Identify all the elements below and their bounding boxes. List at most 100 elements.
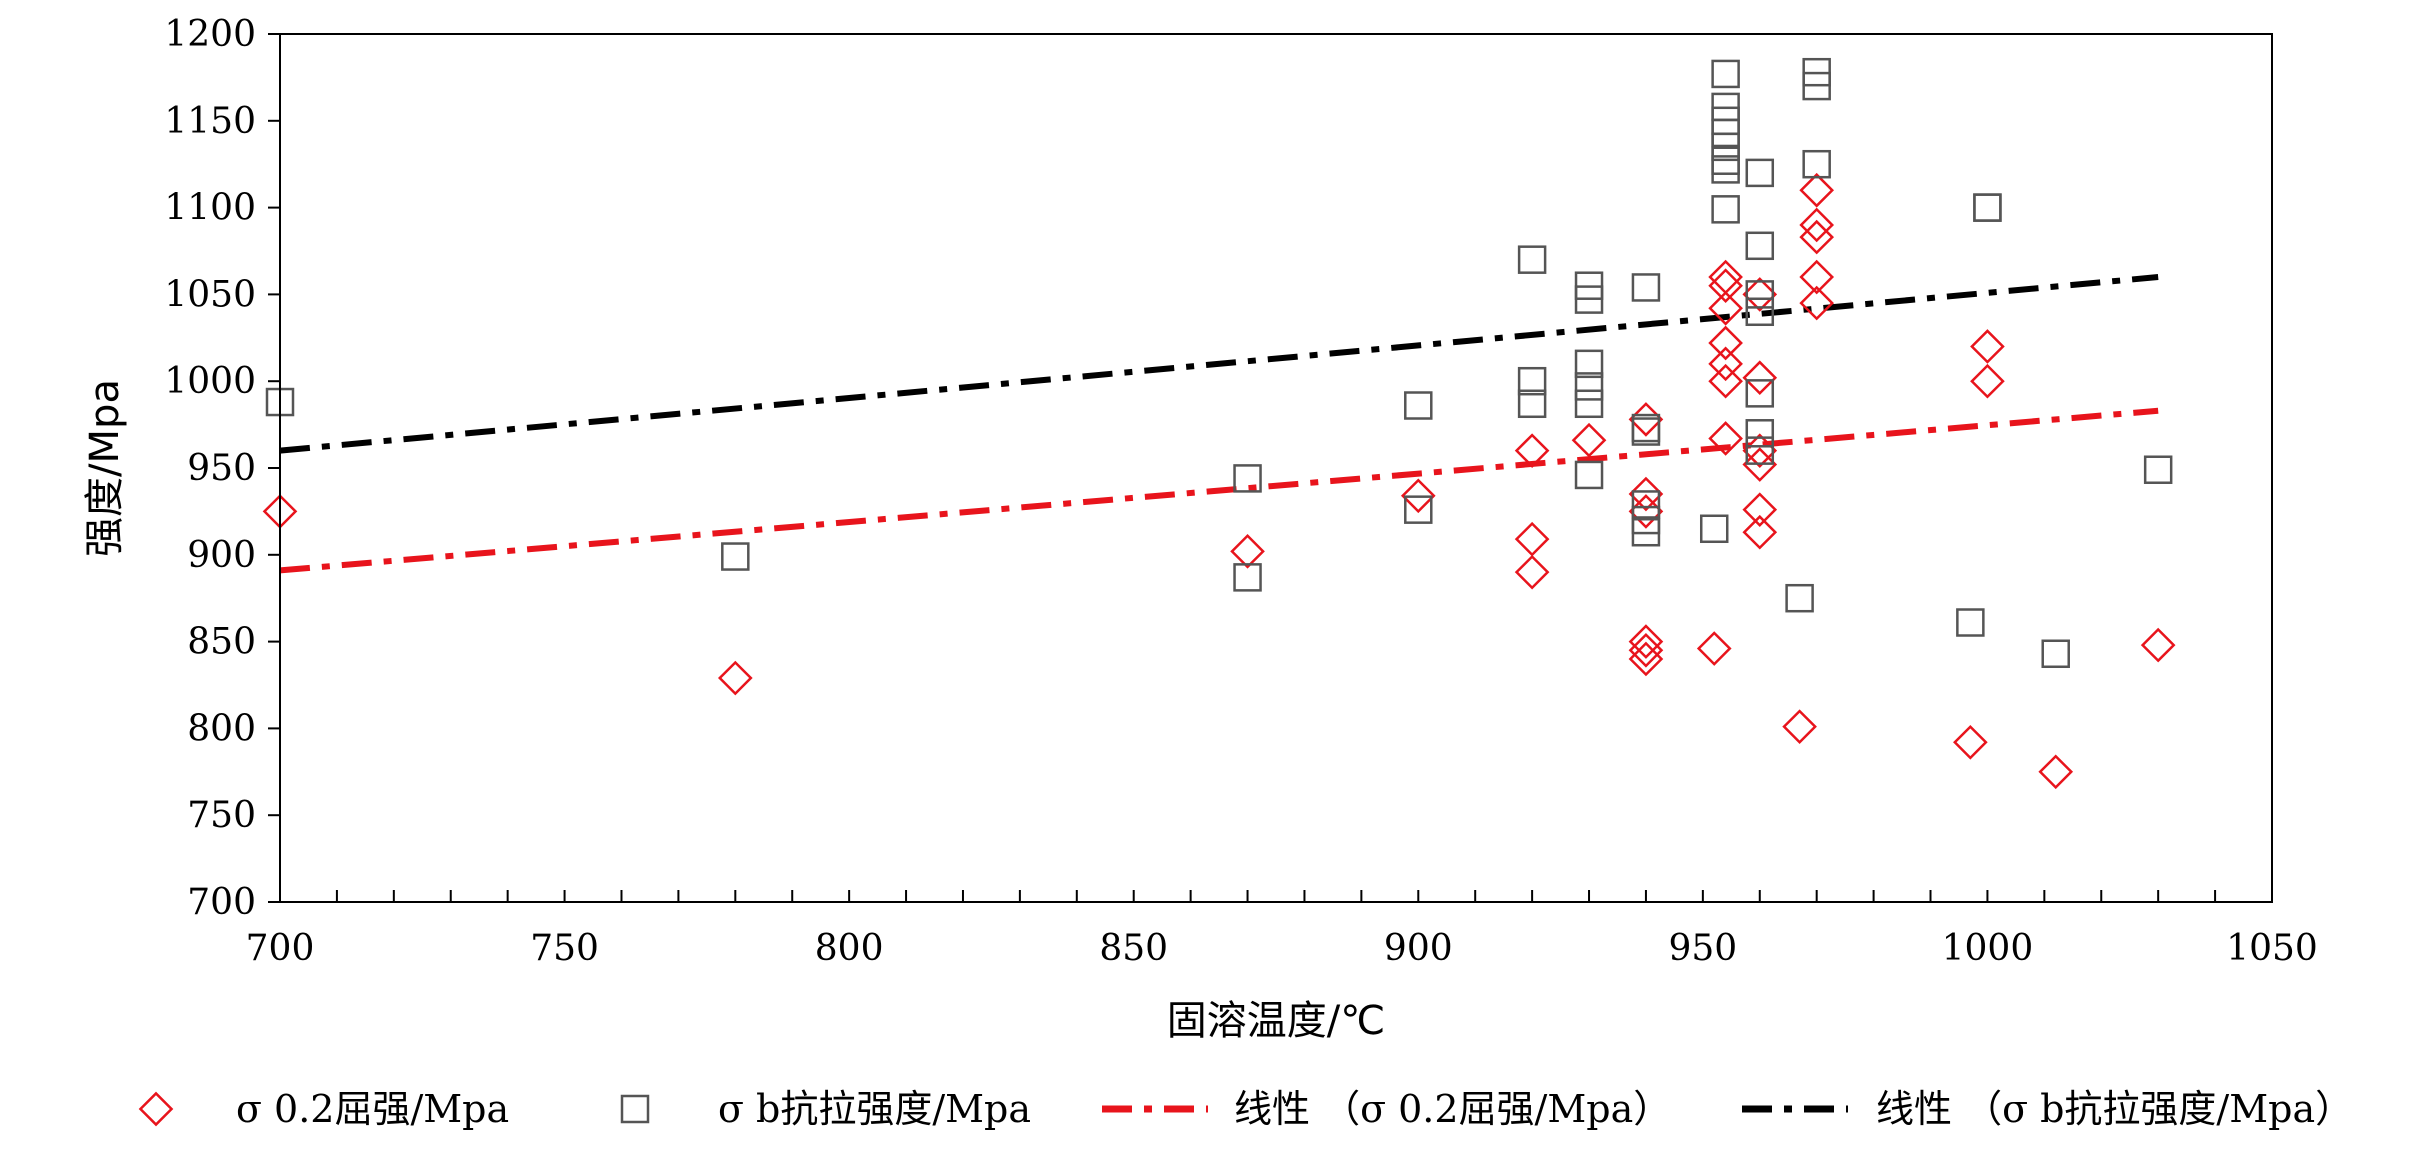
trendline-tensile [279, 274, 2159, 454]
x-tick-label: 800 [815, 928, 884, 969]
yield-point [1708, 325, 1743, 361]
yield-point [1708, 421, 1743, 456]
yield-point [1799, 285, 1835, 321]
yield-point [1708, 290, 1743, 326]
yield-point [1708, 363, 1743, 399]
legend-label-tensile: σ b抗拉强度/Mpa [718, 1087, 1031, 1131]
y-tick-label: 1200 [164, 14, 256, 55]
tensile-point [721, 542, 750, 571]
tensile-point [1802, 149, 1831, 179]
tensile-point [1973, 193, 2002, 222]
yield-point [2140, 627, 2176, 663]
tensile-point [1711, 195, 1740, 224]
tensile-point [1802, 71, 1831, 101]
y-tick-label: 700 [187, 882, 256, 923]
tensile-point [1233, 464, 1262, 493]
y-tick-label: 1150 [164, 101, 256, 142]
yield-point [1230, 534, 1265, 569]
x-tick-label: 950 [1668, 928, 1737, 969]
legend-label-tensile-trend: 线性 （σ b抗拉强度/Mpa） [1876, 1087, 2353, 1131]
yield-point [1514, 554, 1550, 590]
yield-point [1708, 259, 1743, 295]
tensile-point [1745, 419, 1775, 448]
x-tick-label: 1000 [1942, 928, 2034, 969]
x-tick-label: 900 [1384, 928, 1453, 969]
x-axis-title: 固溶温度/℃ [1167, 998, 1385, 1044]
tensile-point [1699, 514, 1729, 544]
tensile-point [1956, 608, 1985, 637]
x-tick-label: 750 [530, 928, 599, 969]
tensile-point [1574, 285, 1604, 314]
yield-point [1970, 363, 2005, 399]
tensile-point [1574, 389, 1604, 419]
y-tick-label: 850 [187, 622, 256, 663]
tensile-point [1404, 391, 1433, 420]
legend-marker-yield [138, 1091, 174, 1127]
tensile-point [1745, 280, 1775, 309]
legend-label-yield: σ 0.2屈强/Mpa [236, 1087, 509, 1131]
legend-label-yield-trend: 线性 （σ 0.2屈强/Mpa） [1234, 1087, 1671, 1131]
legend-marker-tensile [620, 1094, 650, 1124]
y-tick-label: 1100 [164, 188, 256, 229]
y-tick-label: 1050 [164, 274, 256, 315]
tensile-point [1517, 366, 1547, 396]
legend: σ 0.2屈强/Mpa σ b抗拉强度/Mpa 线性 （σ 0.2屈强/Mpa）… [138, 1087, 2353, 1131]
tensile-point [2143, 455, 2173, 484]
trendline-yield [279, 407, 2159, 574]
yield-point [1799, 259, 1835, 295]
yield-point [1742, 277, 1778, 312]
tensile-point [1711, 155, 1740, 184]
yield-point [1400, 478, 1436, 514]
yield-point [1742, 514, 1778, 550]
yield-point [1742, 492, 1778, 527]
tensile-point [1745, 158, 1775, 188]
tensile-point [1233, 563, 1262, 592]
yield-point [1799, 207, 1835, 243]
tensile-point [1404, 495, 1433, 524]
tensile-point [1631, 273, 1661, 302]
yield-point [1708, 268, 1743, 304]
yield-point [1970, 329, 2005, 364]
tensile-point [1631, 490, 1661, 519]
tensile-point [1745, 379, 1775, 408]
tensile-point [1745, 297, 1775, 327]
y-tick-label: 750 [187, 795, 256, 836]
yield-point [717, 660, 753, 696]
yield-point [1708, 346, 1743, 382]
yield-point [1628, 632, 1664, 668]
tensile-point [1745, 231, 1775, 261]
tensile-point [1517, 245, 1547, 274]
y-tick-label: 1000 [164, 361, 256, 402]
tensile-point [2041, 639, 2070, 669]
y-axis-title: 强度/Mpa [82, 379, 128, 557]
yield-point [2038, 754, 2074, 790]
yield-point [262, 494, 298, 529]
tensile-point [1574, 349, 1604, 379]
yield-point [1742, 360, 1778, 396]
y-tick-label: 800 [187, 708, 256, 749]
tensile-point [1745, 436, 1775, 465]
yield-point [1628, 624, 1664, 659]
tensile-point [1631, 517, 1661, 547]
yield-point [1799, 172, 1835, 208]
yield-point [1696, 631, 1732, 666]
tensile-point [1785, 583, 1814, 613]
x-tick-label: 700 [246, 928, 315, 969]
yield-point [1628, 641, 1664, 677]
y-tick-label: 900 [187, 535, 256, 576]
yield-point [1953, 724, 1988, 760]
yield-point [1782, 709, 1817, 744]
x-tick-label: 850 [1099, 928, 1168, 969]
y-tick-label: 950 [187, 448, 256, 489]
yield-point [1628, 402, 1664, 437]
yield-point [1514, 433, 1550, 468]
tensile-point [1574, 372, 1604, 401]
tensile-point [1631, 417, 1661, 446]
yield-point [1571, 422, 1607, 458]
yield-point [1742, 447, 1778, 482]
yield-point [1799, 219, 1835, 255]
yield-point [1628, 476, 1664, 512]
tensile-point [1517, 389, 1547, 419]
yield-point [1514, 521, 1550, 557]
